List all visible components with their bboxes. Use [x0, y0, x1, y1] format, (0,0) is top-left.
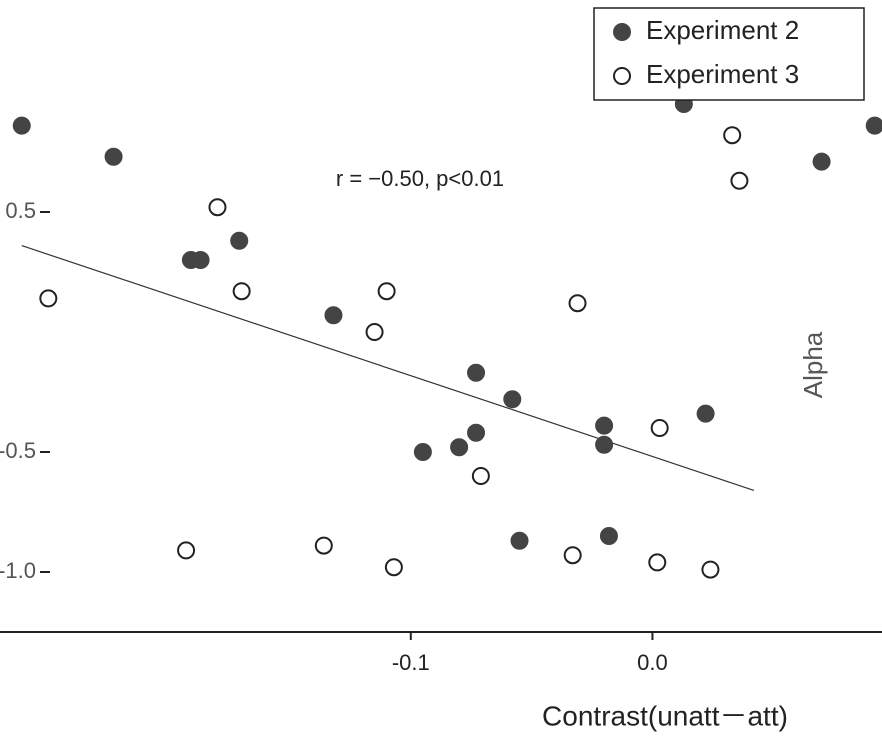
point [865, 116, 882, 135]
y-tick-label: -1.0 [0, 558, 36, 583]
point [563, 546, 582, 565]
legend-marker [613, 23, 631, 41]
point [471, 467, 490, 485]
legend-box [593, 7, 865, 101]
point [595, 435, 614, 454]
trend-line [21, 245, 755, 491]
point [208, 198, 227, 217]
point [314, 536, 333, 555]
point [510, 531, 529, 550]
x-axis-label: Contrast(unatt－att) [542, 700, 788, 731]
y-axis-label: Alpha [798, 331, 828, 398]
point [723, 126, 742, 145]
point [232, 282, 251, 301]
point [413, 443, 432, 461]
point [599, 527, 618, 545]
point [177, 541, 196, 560]
point [648, 553, 667, 572]
annotation: r = −0.50, p<0.01 [336, 166, 504, 191]
point [324, 306, 343, 325]
point [812, 152, 831, 171]
point [730, 171, 749, 190]
point [104, 147, 123, 166]
point [39, 289, 58, 308]
point [701, 560, 720, 579]
point [365, 323, 384, 341]
point [191, 251, 210, 269]
y-tick-label: 0.5 [5, 198, 36, 223]
point [467, 423, 486, 442]
legend-marker [613, 67, 631, 85]
legend-label: Experiment 2 [646, 15, 799, 45]
point [450, 438, 469, 457]
y-tick-label: -0.5 [0, 438, 36, 463]
point [568, 294, 587, 313]
point [384, 558, 403, 577]
point [650, 419, 669, 437]
point [377, 282, 396, 301]
x-tick-label: -0.1 [392, 650, 430, 675]
point [230, 231, 249, 250]
legend-label: Experiment 3 [646, 59, 799, 89]
point [696, 404, 715, 423]
x-tick-label: 0.0 [637, 650, 668, 675]
point [467, 363, 486, 382]
point [595, 416, 614, 435]
point [12, 116, 31, 135]
point [503, 390, 522, 409]
